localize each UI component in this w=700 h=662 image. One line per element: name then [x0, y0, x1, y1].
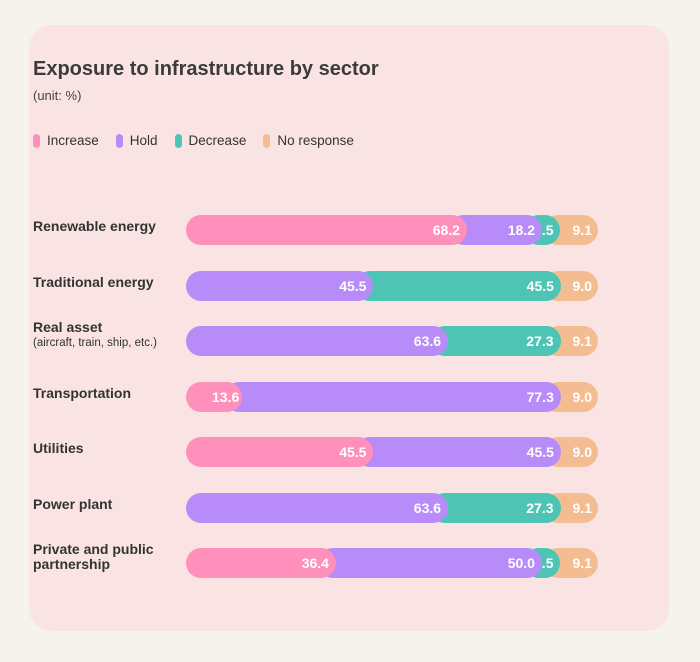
bar-segment-hold: 45.5 — [355, 437, 561, 467]
bar-value-label: 9.0 — [572, 277, 592, 294]
category-label-text: Transportation — [33, 384, 132, 401]
category-label: Utilities — [33, 441, 183, 456]
legend: Increase Hold Decrease No response — [33, 133, 354, 148]
bar-value-label: 9.0 — [572, 444, 592, 460]
category-label-text: Renewable energy — [33, 218, 156, 234]
category-label: Renewable energy — [33, 219, 183, 234]
category-label-text: Utilities — [33, 440, 84, 456]
category-label-text: Real asset — [33, 319, 103, 335]
bar-value-label: 45.5 — [526, 444, 554, 460]
legend-swatch-decrease — [174, 133, 182, 148]
category-label-text: Private and public partnership — [33, 541, 154, 572]
bar-value-label: 77.3 — [526, 388, 554, 405]
bar-segment-decrease: 45.5 — [355, 270, 561, 301]
category-label-text: Power plant — [33, 495, 113, 512]
bar-segment-hold: 45.5 — [186, 270, 374, 301]
legend-label-no-response: No response — [277, 133, 354, 148]
legend-label-hold: Hold — [129, 133, 158, 148]
bar-segment-decrease: 27.3 — [430, 492, 561, 523]
stacked-bar: 9.0 45.5 45.5 — [186, 437, 598, 467]
bar-value-label: 13.6 — [212, 388, 240, 405]
legend-swatch-increase — [33, 133, 40, 148]
category-label: Real asset (aircraft, train, ship, etc.) — [33, 320, 183, 351]
legend-item-no-response: No response — [263, 133, 354, 148]
chart-subtitle: (unit: %) — [33, 88, 82, 103]
stacked-bar: 9.1 4.5 50.0 36.4 — [186, 548, 598, 578]
stacked-bar: 9.1 4.5 18.2 68.2 — [186, 215, 598, 245]
bar-value-label: 9.0 — [572, 388, 592, 405]
category-sublabel: (aircraft, train, ship, etc.) — [33, 337, 157, 349]
bar-value-label: 45.5 — [339, 277, 367, 294]
bar-value-label: 9.1 — [572, 222, 592, 238]
category-label: Private and public partnership — [33, 542, 183, 572]
bar-segment-hold: 63.6 — [186, 326, 449, 356]
legend-item-decrease: Decrease — [174, 133, 247, 148]
category-label: Power plant — [33, 495, 183, 512]
bar-value-label: 63.6 — [413, 333, 442, 349]
category-label: Traditional energy — [33, 273, 183, 290]
bar-segment-increase: 13.6 — [186, 381, 243, 412]
bar-segment-increase: 36.4 — [186, 548, 336, 578]
legend-label-increase: Increase — [47, 133, 99, 148]
bar-value-label: 63.6 — [413, 499, 442, 516]
stacked-bar: 9.0 77.3 13.6 — [186, 381, 598, 412]
bar-value-label: 36.4 — [301, 555, 329, 571]
stacked-bar: 9.1 27.3 63.6 — [186, 492, 598, 523]
bar-value-label: 9.1 — [572, 333, 592, 349]
bar-value-label: 68.2 — [432, 222, 460, 238]
bar-value-label: 27.3 — [526, 333, 554, 349]
category-label: Transportation — [33, 384, 183, 401]
category-label-text: Traditional energy — [33, 273, 154, 290]
bar-segment-hold: 63.6 — [186, 492, 449, 523]
bar-value-label: 9.1 — [572, 499, 592, 516]
bar-segment-hold: 50.0 — [317, 548, 542, 578]
legend-label-decrease: Decrease — [188, 133, 247, 148]
bar-value-label: 45.5 — [339, 444, 367, 460]
bar-segment-hold: 77.3 — [224, 381, 561, 412]
bar-segment-increase: 45.5 — [186, 437, 374, 467]
bar-value-label: 18.2 — [507, 222, 535, 238]
bar-segment-decrease: 27.3 — [430, 326, 561, 356]
bar-value-label: 50.0 — [507, 555, 535, 571]
legend-item-increase: Increase — [33, 133, 99, 148]
legend-item-hold: Hold — [115, 133, 158, 148]
legend-swatch-hold — [115, 133, 123, 148]
bar-value-label: 27.3 — [526, 499, 554, 516]
bar-value-label: 45.5 — [526, 277, 554, 294]
stacked-bar: 9.0 45.5 45.5 — [186, 270, 598, 301]
legend-swatch-no-response — [263, 133, 271, 148]
bar-segment-increase: 68.2 — [186, 215, 467, 245]
stacked-bar: 9.1 27.3 63.6 — [186, 326, 598, 356]
chart-title: Exposure to infrastructure by sector — [33, 58, 379, 80]
bar-value-label: 9.1 — [572, 555, 592, 571]
